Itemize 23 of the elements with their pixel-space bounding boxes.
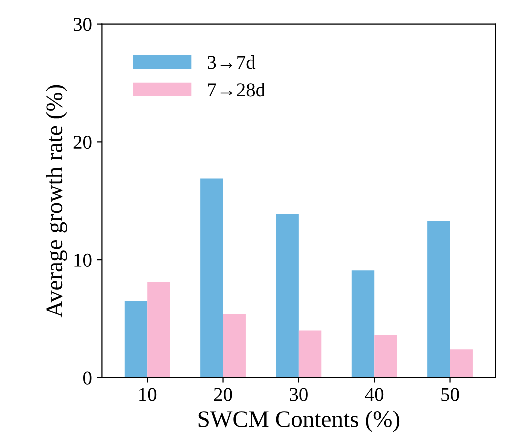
legend-label: 3→7d [208, 56, 256, 70]
y-tick-label: 30 [74, 18, 92, 32]
bar [124, 301, 148, 378]
y-axis-title: Average growth rate (%) [46, 85, 68, 318]
bar [374, 335, 398, 378]
x-tick-label: 30 [290, 388, 308, 402]
bar [450, 350, 473, 378]
y-tick-label: 0 [83, 372, 92, 385]
x-tick-label: 10 [140, 388, 157, 402]
x-tick-label: 50 [442, 388, 460, 402]
bar [276, 214, 299, 378]
bar [200, 178, 224, 378]
y-tick-label: 20 [74, 136, 92, 150]
y-tick-label: 10 [74, 254, 92, 267]
bar [352, 270, 375, 378]
x-tick-label: 20 [214, 388, 232, 402]
bar [148, 282, 170, 378]
bar [298, 330, 322, 378]
x-tick-label: 40 [365, 388, 384, 402]
legend-label: 7→28d [208, 83, 266, 97]
bar [223, 314, 246, 378]
bar [428, 221, 450, 378]
x-axis-title: SWCM Contents (%) [198, 410, 400, 432]
